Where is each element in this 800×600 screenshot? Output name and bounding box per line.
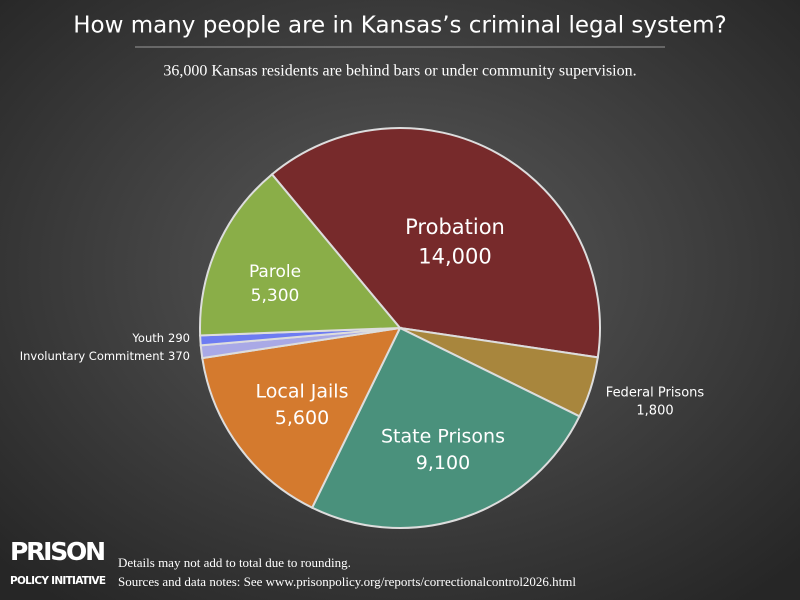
logo-top: PRISON: [10, 537, 106, 566]
value-label: 5,300: [251, 286, 300, 306]
slice-label: Parole: [249, 262, 301, 282]
chart-title: How many people are in Kansas’s criminal…: [73, 13, 727, 39]
value-label: 5,600: [275, 407, 329, 429]
value-label: 290: [168, 331, 190, 345]
footer-note: Details may not add to total due to roun…: [118, 555, 351, 570]
pie-slice: [310, 326, 581, 529]
slice-label-group: Involuntary Commitment 370: [20, 349, 190, 363]
value-label: 370: [168, 349, 190, 363]
slice-label: Federal Prisons: [606, 386, 705, 401]
pie-slice: [201, 326, 402, 510]
pie: Probation 14,000 Federal Prisons 1,800 State…: [20, 127, 705, 529]
slice-label: Youth: [131, 331, 164, 345]
slice-label: Local Jails: [256, 381, 349, 403]
chart-subtitle: 36,000 Kansas residents are behind bars …: [163, 63, 636, 80]
slice-label: Involuntary Commitment: [20, 349, 165, 363]
value-label: 14,000: [418, 244, 491, 268]
pie-slice: [199, 172, 403, 337]
logo-bottom: POLICY INITIATIVE: [10, 575, 106, 587]
slice-label-group: Youth 290: [131, 331, 190, 345]
slice-label: Probation: [405, 215, 505, 239]
pie-slice: [270, 127, 601, 359]
footer-sources: Sources and data notes: See www.prisonpo…: [118, 574, 576, 589]
value-label: 1,800: [636, 404, 673, 419]
value-label: 9,100: [416, 452, 470, 474]
slice-label: State Prisons: [381, 426, 505, 448]
